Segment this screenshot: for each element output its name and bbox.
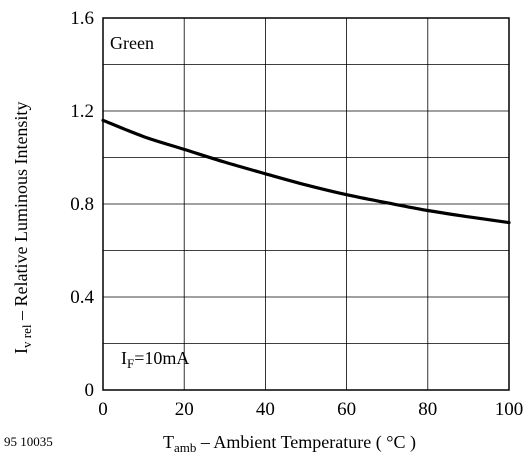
- x-tick-label: 0: [98, 399, 108, 420]
- y-tick-label: 0.4: [70, 287, 94, 308]
- figure-id: 95 10035: [4, 434, 53, 449]
- y-tick-label: 0: [85, 380, 95, 401]
- x-tick-labels: 0 20 40 60 80 100: [98, 399, 523, 420]
- y-axis-symbol: I: [11, 348, 31, 354]
- plot-frame: [102, 17, 510, 391]
- series-line-green: [101, 118, 511, 225]
- y-tick-label: 0.8: [70, 194, 94, 215]
- series-layer: [101, 118, 511, 225]
- x-axis-symbol: T: [163, 432, 174, 452]
- x-axis-subscript: amb: [174, 440, 196, 455]
- grid-lines: [102, 17, 510, 391]
- condition-symbol: I: [121, 348, 127, 368]
- legend-green-label: Green: [110, 33, 154, 53]
- y-tick-label: 1.2: [70, 101, 94, 122]
- x-axis-title: Tamb – Ambient Temperature ( °C ): [163, 432, 416, 455]
- x-tick-label: 60: [337, 399, 356, 420]
- condition-subscript: F: [127, 356, 134, 371]
- x-axis-text: – Ambient Temperature ( °C ): [196, 432, 416, 453]
- x-tick-label: 40: [256, 399, 275, 420]
- y-tick-labels: 0 0.4 0.8 1.2 1.6: [70, 8, 94, 401]
- y-axis-title: Iv rel – Relative Luminous Intensity: [11, 102, 34, 354]
- y-axis-subscript: v rel: [19, 324, 34, 348]
- y-tick-label: 1.6: [70, 8, 94, 29]
- x-tick-label: 100: [495, 399, 524, 420]
- y-axis-text: – Relative Luminous Intensity: [11, 102, 31, 325]
- x-tick-label: 80: [418, 399, 437, 420]
- condition-value: =10mA: [134, 348, 189, 368]
- condition-annotation: IF=10mA: [121, 348, 189, 371]
- x-tick-label: 20: [175, 399, 194, 420]
